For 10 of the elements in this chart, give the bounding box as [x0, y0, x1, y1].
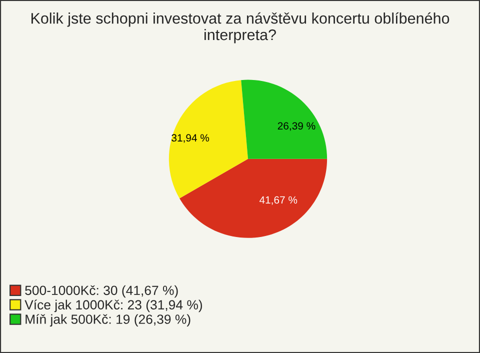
legend-label: Míň jak 500Kč: 19 (26,39 %) — [26, 314, 190, 327]
data-label: 31,94 % — [172, 134, 210, 143]
data-label: 26,39 % — [278, 122, 316, 131]
pie-slice — [180, 158, 328, 238]
legend-label: 500-1000Kč: 30 (41,67 %) — [25, 285, 178, 298]
data-label: 41,67 % — [259, 196, 298, 205]
legend-label: Více jak 1000Kč: 23 (31,94 %) — [24, 300, 202, 312]
pie-slice — [241, 80, 328, 159]
chart-title: Kolik jste schopni investovat za návštěvu koncertu oblíbeného interpreta? — [31, 12, 450, 44]
pie-slice — [168, 80, 248, 198]
